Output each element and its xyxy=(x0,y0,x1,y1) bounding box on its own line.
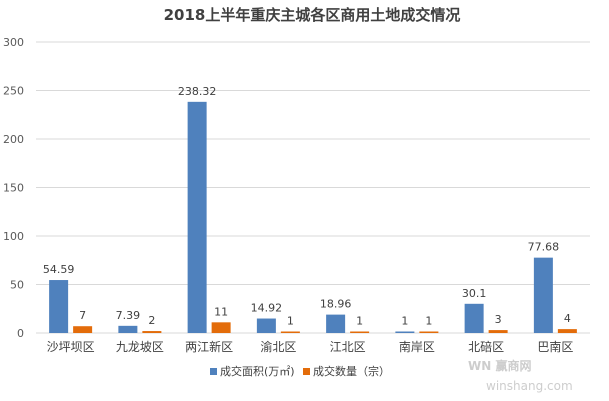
data-label-count: 2 xyxy=(148,314,155,327)
bars xyxy=(49,101,577,334)
bar-area xyxy=(118,325,138,333)
x-category-label: 巴南区 xyxy=(537,339,573,354)
bar-count xyxy=(557,329,577,333)
legend-label-area: 成交面积(万㎡) xyxy=(220,364,295,378)
data-label-area: 30.1 xyxy=(462,287,487,300)
legend-label-count: 成交数量（宗） xyxy=(313,364,390,378)
data-label-count: 7 xyxy=(79,309,86,322)
x-axis-categories: 沙坪坝区 九龙坡区 两江新区 渝北区 江北区 南岸区 北碚区 巴南区 xyxy=(47,339,574,354)
bar-count xyxy=(350,331,370,333)
watermark-logo: WN 赢商网 xyxy=(468,358,531,373)
bar-count xyxy=(142,331,162,333)
bar-count xyxy=(211,322,231,333)
bar-count xyxy=(488,330,508,333)
data-label-count: 3 xyxy=(495,313,502,326)
legend-swatch-area xyxy=(210,368,217,375)
data-label-area: 54.59 xyxy=(43,263,75,276)
x-category-label: 江北区 xyxy=(330,340,366,354)
bar-area xyxy=(464,303,484,333)
bar-count xyxy=(73,326,93,333)
bar-area xyxy=(395,331,415,333)
legend: 成交面积(万㎡) 成交数量（宗） xyxy=(210,364,390,378)
x-category-label: 两江新区 xyxy=(185,339,233,354)
y-tick-label: 250 xyxy=(3,85,24,98)
y-tick-label: 200 xyxy=(3,133,24,146)
data-label-area: 7.39 xyxy=(116,309,141,322)
bar-count xyxy=(419,331,439,333)
bar-area xyxy=(49,280,69,333)
data-label-count: 4 xyxy=(564,312,571,325)
grid-lines xyxy=(36,41,590,334)
data-label-count: 11 xyxy=(214,305,228,318)
data-label-count: 1 xyxy=(425,315,432,328)
y-tick-label: 0 xyxy=(17,327,24,340)
data-label-count: 1 xyxy=(287,315,294,328)
x-category-label: 沙坪坝区 xyxy=(47,340,95,354)
bar-area xyxy=(256,318,276,333)
bar-area xyxy=(533,257,553,333)
data-label-area: 14.92 xyxy=(251,302,283,315)
y-tick-label: 150 xyxy=(3,182,24,195)
watermark-domain: winshang.com xyxy=(486,379,573,393)
watermark: WN 赢商网 winshang.com xyxy=(468,358,573,393)
x-category-label: 北碚区 xyxy=(468,339,504,354)
data-label-area: 1 xyxy=(401,315,408,328)
data-label-area: 77.68 xyxy=(528,241,560,254)
chart-title: 2018上半年重庆主城各区商用土地成交情况 xyxy=(164,6,461,24)
y-tick-label: 300 xyxy=(3,36,24,49)
y-tick-label: 50 xyxy=(10,279,24,292)
x-category-label: 渝北区 xyxy=(260,339,296,354)
legend-swatch-count xyxy=(303,368,310,375)
y-axis-ticks: 0 50 100 150 200 250 300 xyxy=(3,36,24,340)
data-label-area: 18.96 xyxy=(320,298,352,311)
bar-area xyxy=(187,101,207,334)
bar-area xyxy=(326,314,346,333)
data-label-count: 1 xyxy=(356,315,363,328)
y-tick-label: 100 xyxy=(3,230,24,243)
data-label-area: 238.32 xyxy=(178,85,217,98)
x-category-label: 九龙坡区 xyxy=(116,340,164,354)
bar-count xyxy=(280,331,300,333)
x-category-label: 南岸区 xyxy=(399,339,435,354)
